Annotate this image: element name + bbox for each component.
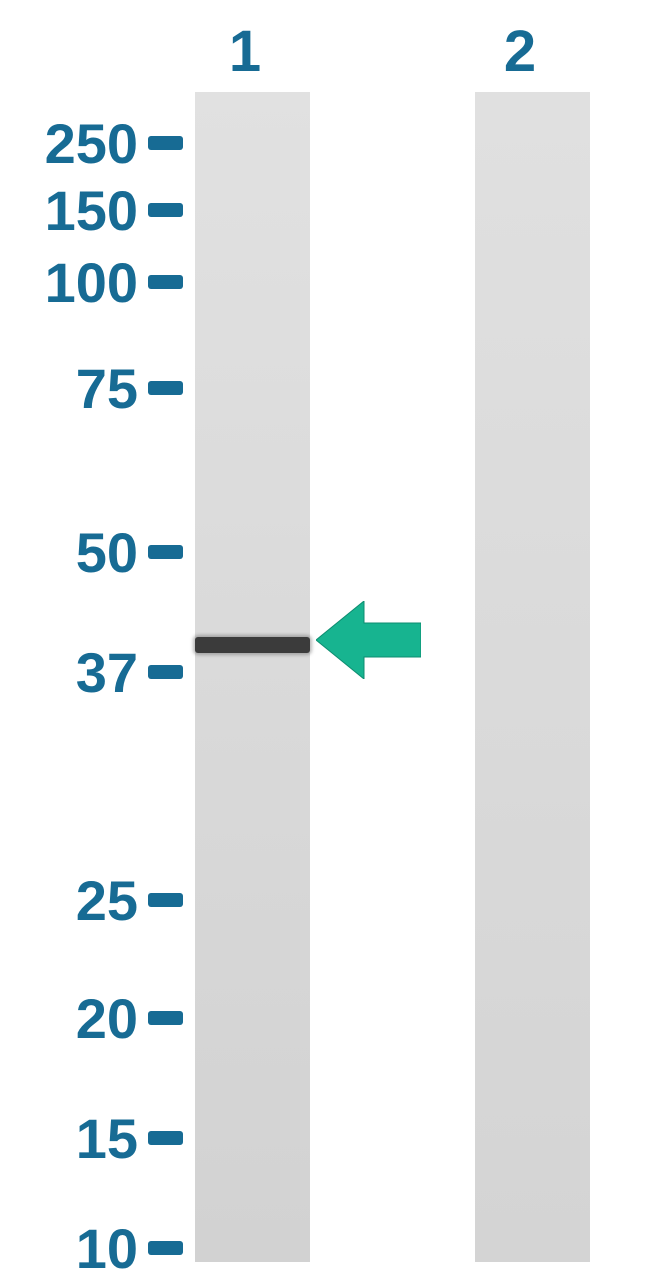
mw-marker-tick bbox=[148, 665, 183, 679]
mw-marker-label: 25 bbox=[76, 868, 138, 933]
lane-1 bbox=[195, 92, 310, 1262]
mw-marker-tick bbox=[148, 1011, 183, 1025]
mw-marker-label: 250 bbox=[45, 111, 138, 176]
mw-marker-tick bbox=[148, 1131, 183, 1145]
lane-label-2: 2 bbox=[490, 18, 550, 85]
mw-marker-100: 100 bbox=[0, 251, 183, 313]
mw-marker-50: 50 bbox=[0, 521, 183, 583]
mw-marker-75: 75 bbox=[0, 357, 183, 419]
band-pointer-arrow bbox=[316, 601, 421, 679]
mw-marker-20: 20 bbox=[0, 987, 183, 1049]
mw-marker-label: 37 bbox=[76, 640, 138, 705]
mw-marker-tick bbox=[148, 1241, 183, 1255]
mw-marker-label: 100 bbox=[45, 250, 138, 315]
mw-marker-250: 250 bbox=[0, 112, 183, 174]
mw-marker-tick bbox=[148, 136, 183, 150]
mw-marker-label: 15 bbox=[76, 1106, 138, 1171]
mw-marker-tick bbox=[148, 275, 183, 289]
mw-marker-label: 10 bbox=[76, 1216, 138, 1281]
mw-marker-tick bbox=[148, 203, 183, 217]
lane-label-1: 1 bbox=[215, 18, 275, 85]
mw-marker-25: 25 bbox=[0, 869, 183, 931]
mw-marker-tick bbox=[148, 893, 183, 907]
protein-band-1 bbox=[195, 637, 310, 653]
mw-marker-label: 20 bbox=[76, 986, 138, 1051]
mw-marker-15: 15 bbox=[0, 1107, 183, 1169]
mw-marker-label: 150 bbox=[45, 178, 138, 243]
mw-marker-150: 150 bbox=[0, 179, 183, 241]
blot-canvas: 1225015010075503725201510 bbox=[0, 0, 650, 1270]
mw-marker-tick bbox=[148, 381, 183, 395]
mw-marker-label: 75 bbox=[76, 356, 138, 421]
mw-marker-label: 50 bbox=[76, 520, 138, 585]
mw-marker-37: 37 bbox=[0, 641, 183, 703]
mw-marker-tick bbox=[148, 545, 183, 559]
lane-2 bbox=[475, 92, 590, 1262]
